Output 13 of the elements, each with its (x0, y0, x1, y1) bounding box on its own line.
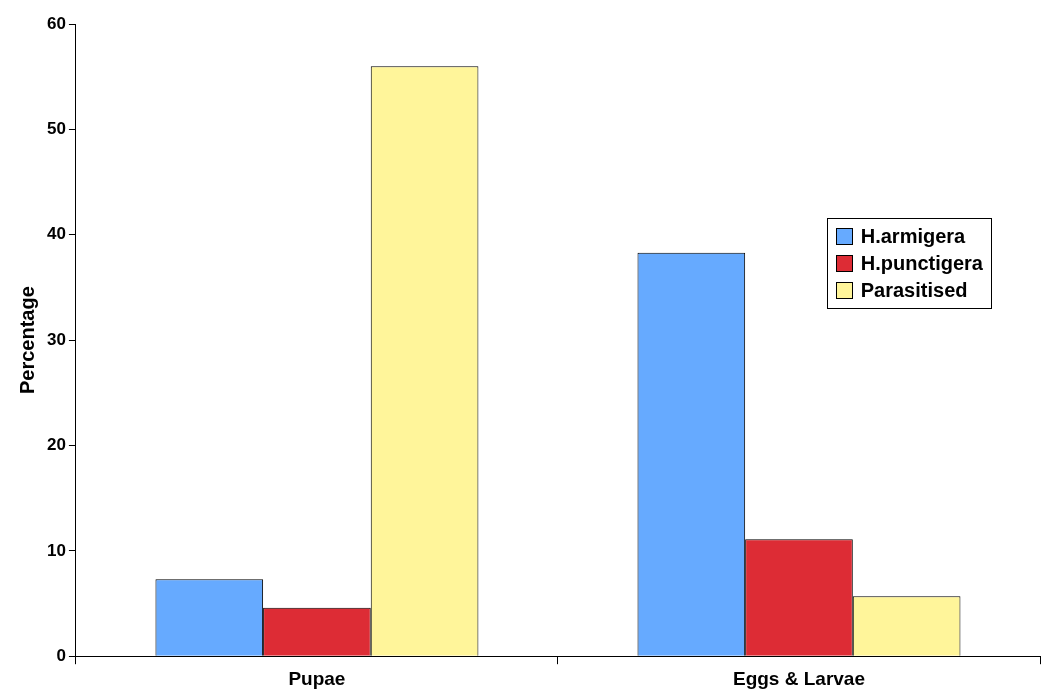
x-tick-label: Pupae (288, 667, 346, 689)
y-tick-label: 10 (46, 540, 66, 560)
y-tick-label: 20 (46, 435, 66, 455)
x-tick-label: Eggs & Larvae (732, 667, 865, 689)
y-tick-label: 30 (46, 329, 66, 349)
y-tick-label: 40 (46, 224, 66, 244)
legend-label: Parasitised (860, 278, 968, 303)
y-tick-label: 50 (46, 119, 66, 139)
y-tick-label: 60 (46, 13, 66, 33)
legend-label: H.armigera (860, 224, 966, 249)
y-tick-label: 0 (56, 645, 66, 665)
legend-label: H.punctigera (860, 251, 983, 276)
y-axis-title: Percentage (15, 286, 38, 395)
